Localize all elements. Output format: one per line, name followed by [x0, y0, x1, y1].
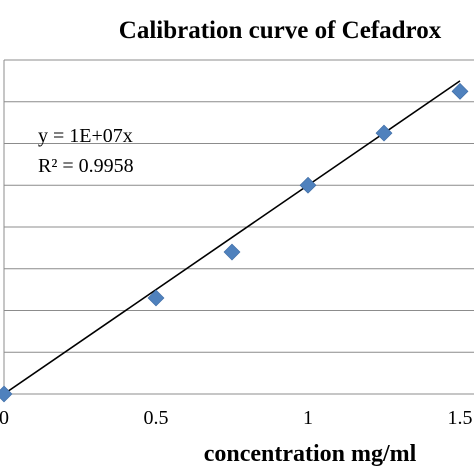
data-point — [0, 385, 13, 403]
data-point — [299, 176, 317, 194]
x-tick-label: 0.5 — [144, 407, 169, 429]
x-tick-label: 0 — [0, 407, 9, 429]
r-squared: R² = 0.9958 — [38, 155, 134, 177]
x-tick-labels: 0 0.5 1 1.5 — [0, 407, 473, 429]
data-point — [223, 243, 241, 261]
grid-lines — [4, 59, 474, 353]
data-point — [147, 289, 165, 307]
x-axis-label: concentration mg/ml — [204, 441, 417, 467]
data-points — [0, 82, 469, 403]
data-point — [451, 82, 469, 100]
x-tick-label: 1 — [303, 407, 313, 429]
x-tick-label: 1.5 — [448, 407, 473, 429]
data-point — [375, 124, 393, 142]
chart-title: Calibration curve of Cefadrox — [119, 17, 442, 44]
trend-equation: y = 1E+07x — [38, 125, 133, 147]
